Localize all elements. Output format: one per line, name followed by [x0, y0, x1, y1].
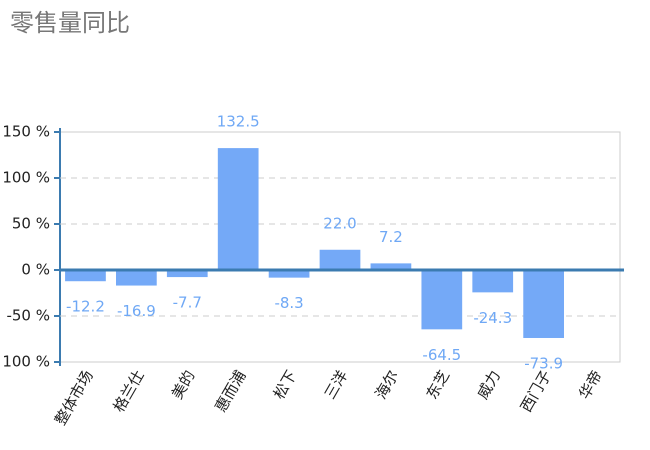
bar: [472, 270, 514, 293]
y-tick-label: 0 %: [21, 261, 50, 279]
bar: [370, 263, 412, 270]
bar: [268, 270, 310, 278]
x-tick-label: 美的: [168, 367, 199, 402]
x-tick-label: 威力: [473, 367, 504, 402]
bar: [319, 249, 361, 270]
x-tick-label: 海尔: [372, 367, 403, 402]
value-label: -7.7: [173, 294, 202, 312]
bar: [217, 148, 259, 270]
bar: [166, 270, 208, 278]
y-tick-label: 50 %: [12, 215, 50, 233]
x-tick-label: 华帝: [575, 367, 606, 402]
value-label: 132.5: [217, 113, 260, 131]
value-label: -64.5: [422, 346, 461, 364]
x-tick-label: 松下: [270, 367, 301, 402]
value-label: -8.3: [274, 294, 303, 312]
y-tick-label: -50 %: [6, 307, 50, 325]
x-tick-label: 惠而浦: [211, 367, 249, 415]
value-label: 7.2: [379, 228, 403, 246]
bar: [523, 270, 564, 338]
bar: [421, 270, 463, 330]
y-tick-label: 100 %: [2, 169, 50, 187]
value-label: -24.3: [473, 309, 512, 327]
x-tick-label: 东芝: [423, 367, 454, 402]
value-label: -12.2: [66, 298, 105, 316]
x-tick-label: 整体市场: [51, 367, 97, 428]
y-tick-label: 100 %: [2, 353, 50, 371]
x-tick-label: 格兰仕: [110, 367, 148, 415]
y-tick-label: 150 %: [2, 123, 50, 141]
bar: [116, 270, 157, 286]
x-tick-label: 三洋: [321, 367, 352, 402]
value-label: -73.9: [524, 354, 563, 372]
bar: [65, 270, 106, 282]
value-label: -16.9: [117, 302, 156, 320]
chart-title: 零售量同比: [10, 9, 130, 37]
value-label: 22.0: [323, 214, 356, 232]
x-tick-label: 西门子: [517, 367, 555, 415]
